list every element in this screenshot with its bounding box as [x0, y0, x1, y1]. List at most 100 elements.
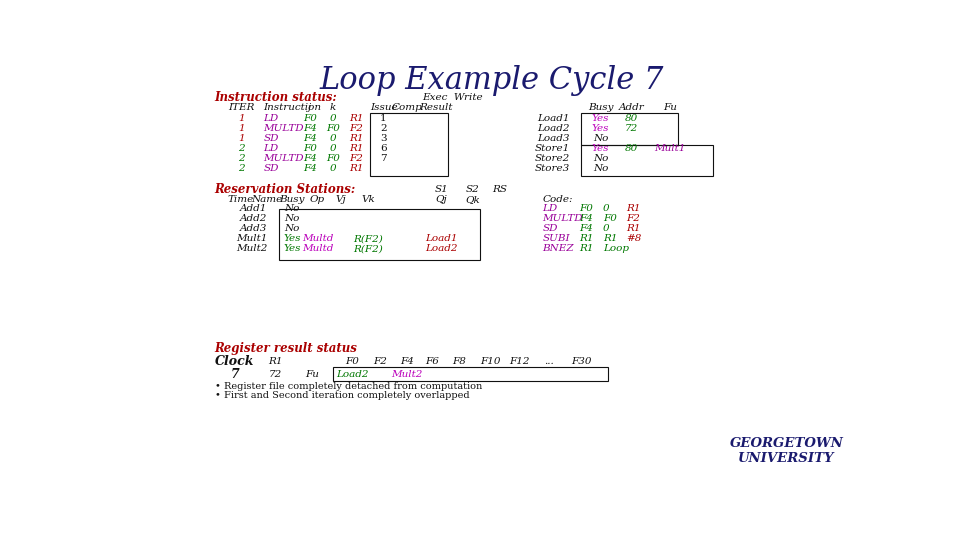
Text: 0: 0 — [330, 114, 336, 123]
Text: F0: F0 — [326, 154, 340, 163]
Text: Instruction status:: Instruction status: — [214, 91, 337, 104]
Text: Store2: Store2 — [535, 154, 569, 163]
Text: Issue: Issue — [370, 104, 397, 112]
Text: MULTD: MULTD — [263, 124, 304, 133]
Text: Add1: Add1 — [240, 204, 267, 213]
Text: Yes: Yes — [283, 244, 300, 253]
Text: R(F2): R(F2) — [353, 234, 383, 244]
Text: No: No — [593, 164, 609, 173]
Text: Reservation Stations:: Reservation Stations: — [214, 183, 356, 196]
Text: SD: SD — [263, 164, 278, 173]
Text: R1: R1 — [626, 224, 640, 233]
Text: MULTD: MULTD — [263, 154, 304, 163]
Text: No: No — [593, 154, 609, 163]
Text: Mult2: Mult2 — [236, 244, 267, 253]
Text: F0: F0 — [326, 124, 340, 133]
Text: Fu: Fu — [305, 370, 319, 379]
Text: GEORGETOWN
UNIVERSITY: GEORGETOWN UNIVERSITY — [730, 437, 844, 465]
Text: F12: F12 — [509, 357, 529, 366]
Text: Multd: Multd — [302, 244, 333, 253]
Text: Mult1: Mult1 — [655, 144, 686, 153]
Text: ITER: ITER — [228, 104, 255, 112]
Text: R1: R1 — [349, 134, 364, 143]
Text: Busy: Busy — [279, 195, 305, 204]
Text: 80: 80 — [625, 144, 638, 153]
Text: 1: 1 — [238, 134, 245, 143]
Text: R1: R1 — [580, 234, 594, 244]
Text: Loop Example Cycle 7: Loop Example Cycle 7 — [320, 65, 664, 96]
Text: 72: 72 — [625, 124, 638, 133]
Text: Load2: Load2 — [336, 370, 369, 379]
Bar — [581, 145, 713, 177]
Text: F0: F0 — [303, 114, 317, 123]
Text: RS: RS — [492, 185, 507, 194]
Text: LD: LD — [542, 204, 558, 213]
Text: S1: S1 — [435, 185, 448, 194]
Text: F8: F8 — [452, 357, 467, 366]
Text: F0: F0 — [346, 357, 359, 366]
Text: BNEZ: BNEZ — [542, 244, 574, 253]
Text: Qk: Qk — [466, 195, 480, 204]
Text: 2: 2 — [238, 164, 245, 173]
Text: F0: F0 — [580, 204, 593, 213]
Text: No: No — [284, 214, 300, 224]
Text: R1: R1 — [580, 244, 594, 253]
Text: Register result status: Register result status — [214, 342, 357, 355]
Text: R1: R1 — [603, 234, 617, 244]
Text: Store3: Store3 — [535, 164, 569, 173]
Text: Vj: Vj — [335, 195, 347, 204]
Text: 0: 0 — [330, 144, 336, 153]
Text: F2: F2 — [349, 154, 363, 163]
Text: Instruction: Instruction — [263, 104, 322, 112]
Text: Mult2: Mult2 — [391, 370, 422, 379]
Text: MULTD: MULTD — [542, 214, 583, 224]
Text: R1: R1 — [626, 204, 640, 213]
Text: 72: 72 — [269, 370, 281, 379]
Text: j: j — [308, 104, 311, 112]
Text: F0: F0 — [303, 144, 317, 153]
Text: Fu: Fu — [663, 104, 677, 112]
Text: 0: 0 — [330, 164, 336, 173]
Text: Load2: Load2 — [425, 244, 458, 253]
Text: Code:: Code: — [542, 195, 573, 204]
Bar — [278, 209, 480, 260]
Text: No: No — [284, 224, 300, 233]
Text: F4: F4 — [303, 134, 317, 143]
Text: Busy: Busy — [588, 104, 613, 112]
Text: F2: F2 — [349, 124, 363, 133]
Text: R1: R1 — [349, 114, 364, 123]
Text: F4: F4 — [580, 224, 593, 233]
Text: F2: F2 — [372, 357, 387, 366]
Text: S2: S2 — [466, 185, 479, 194]
Text: SD: SD — [542, 224, 558, 233]
Text: 1: 1 — [238, 114, 245, 123]
Text: F30: F30 — [571, 357, 591, 366]
Text: • Register file completely detached from computation: • Register file completely detached from… — [214, 382, 482, 391]
Text: Multd: Multd — [302, 234, 333, 244]
Text: SUBI: SUBI — [542, 234, 570, 244]
Text: 2: 2 — [238, 154, 245, 163]
Text: Name: Name — [252, 195, 283, 204]
Text: Op: Op — [310, 195, 325, 204]
Text: Exec  Write: Exec Write — [422, 93, 483, 102]
Text: 1: 1 — [238, 124, 245, 133]
Text: Mult1: Mult1 — [236, 234, 267, 244]
Text: #8: #8 — [626, 234, 641, 244]
Text: F4: F4 — [303, 124, 317, 133]
Text: No: No — [284, 204, 300, 213]
Text: Store1: Store1 — [535, 144, 569, 153]
Text: Add3: Add3 — [240, 224, 267, 233]
Text: 80: 80 — [625, 114, 638, 123]
Text: 7: 7 — [230, 368, 239, 381]
Bar — [371, 113, 447, 177]
Text: LD: LD — [263, 114, 278, 123]
Text: LD: LD — [263, 144, 278, 153]
Bar — [333, 367, 609, 381]
Text: R1: R1 — [349, 164, 364, 173]
Text: Vk: Vk — [361, 195, 374, 204]
Text: Load1: Load1 — [425, 234, 458, 244]
Text: R1: R1 — [349, 144, 364, 153]
Text: Load3: Load3 — [537, 134, 569, 143]
Text: F4: F4 — [580, 214, 593, 224]
Text: Yes: Yes — [591, 124, 610, 133]
